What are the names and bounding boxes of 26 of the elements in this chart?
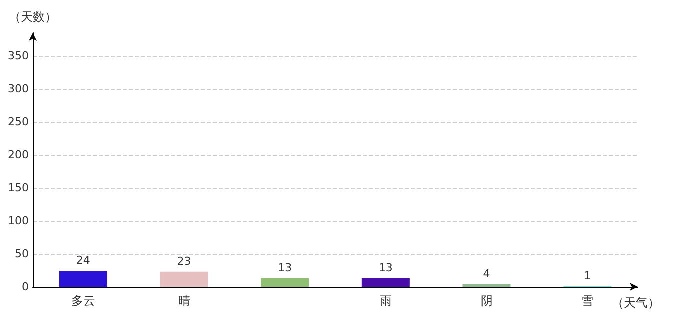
bar — [362, 278, 410, 287]
x-tick-label: 多云 — [71, 294, 96, 308]
x-tick-label: 阴 — [480, 294, 493, 308]
y-tick-label: 0 — [22, 280, 29, 294]
y-axis-title: （天数） — [9, 10, 57, 24]
data-label: 13 — [278, 261, 292, 274]
y-tick-label: 250 — [8, 116, 29, 129]
data-label: 23 — [177, 254, 192, 268]
data-label: 1 — [584, 269, 592, 282]
bar — [160, 272, 208, 287]
x-axis-title: （天气） — [612, 296, 660, 310]
y-tick-label: 100 — [8, 214, 29, 228]
data-label: 24 — [76, 254, 90, 268]
y-tick-label: 50 — [15, 248, 29, 261]
bar — [462, 284, 511, 287]
y-tick-label: 200 — [8, 148, 29, 162]
y-tick-label: 300 — [8, 82, 29, 96]
x-tick-label: 雨 — [380, 294, 392, 308]
x-tick-label: 晴 — [178, 294, 190, 308]
y-tick-label: 350 — [8, 50, 29, 63]
x-tick-label: 雪 — [582, 294, 594, 308]
bar — [261, 278, 310, 287]
data-label: 4 — [483, 267, 490, 280]
data-label: 13 — [378, 261, 393, 274]
y-tick-label: 150 — [8, 182, 29, 195]
bar — [59, 271, 108, 287]
